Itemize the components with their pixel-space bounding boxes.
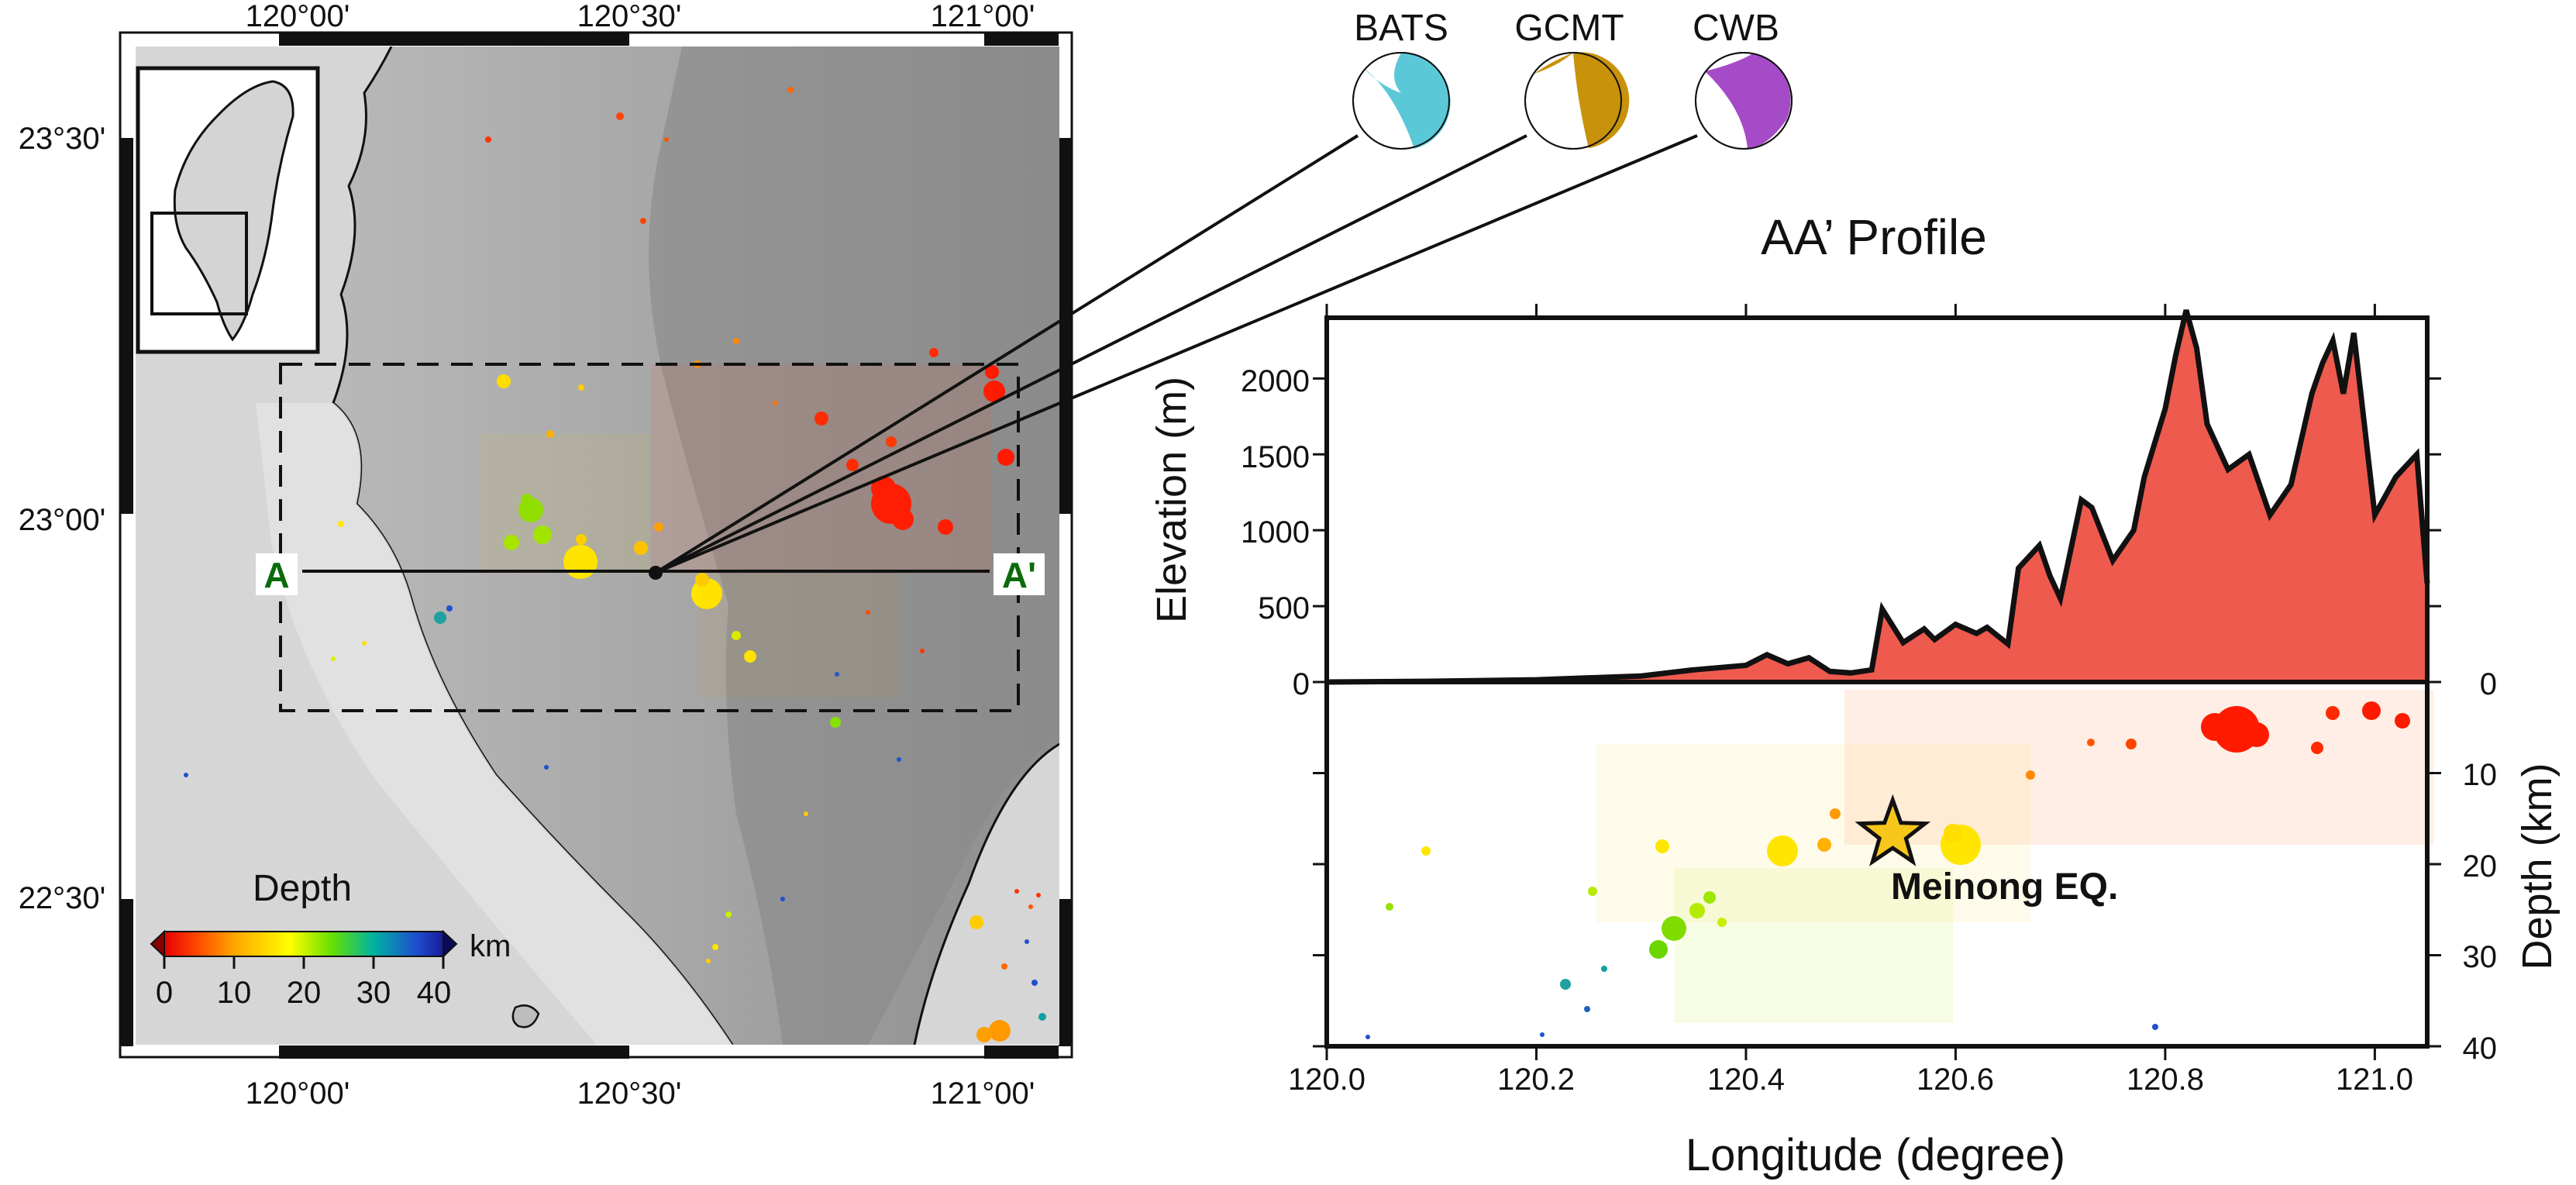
profile-end-label-bg — [994, 553, 1045, 595]
profile-x-tick-label: 120.4 — [1707, 1063, 1785, 1097]
map-top-tick-label: 120°30' — [577, 0, 682, 33]
focal-mechanisms: BATS GCMT CWB — [1352, 8, 1793, 150]
profile-start-label-bg — [256, 553, 298, 595]
taiwan-outline — [173, 80, 294, 342]
map-top-tick-label: 121°00' — [931, 0, 1035, 33]
elevation-tick-label: 0 — [1293, 667, 1310, 701]
elevation-line — [1326, 309, 2430, 685]
mountain-relief — [649, 47, 1059, 1045]
map-bottom-tick-label: 120°00' — [246, 1076, 350, 1111]
map-panel: A A' Depth km 0 10 20 30 40 120°00' — [19, 0, 1698, 1111]
focal-leader-lines — [654, 134, 1698, 574]
elevation-tick-label: 500 — [1258, 591, 1310, 625]
depth-legend-tick-label: 30 — [356, 976, 391, 1010]
map-top-tick-label: 120°00' — [246, 0, 350, 33]
mainshock-label: Meinong EQ. — [1891, 866, 2118, 908]
elevation-tick-label: 2000 — [1241, 364, 1310, 398]
profile-x-tick-label: 120.0 — [1288, 1063, 1365, 1097]
profile-x-tick-label: 121.0 — [2336, 1063, 2413, 1097]
profile-title: AA’ Profile — [1761, 209, 1987, 265]
depth-legend-tick-label: 20 — [287, 976, 322, 1010]
depth-legend-tick-label: 40 — [417, 976, 452, 1010]
profile-x-tick-label: 120.6 — [1917, 1063, 1994, 1097]
map-bottom-tick-label: 120°30' — [577, 1076, 682, 1111]
profile-start-label: A — [263, 555, 289, 595]
depth-legend-tick-label: 0 — [156, 976, 173, 1010]
map-left-tick-label: 23°00' — [19, 503, 106, 537]
focal-label-bats: BATS — [1354, 8, 1448, 49]
depth-colorbar — [164, 931, 444, 957]
bats-beachball — [1352, 52, 1451, 150]
mainshock-star — [1855, 794, 1931, 866]
depth-axis-title: Depth (km) — [2514, 763, 2561, 970]
profile-x-tick-label: 120.2 — [1497, 1063, 1575, 1097]
map-left-tick-label: 22°30' — [19, 881, 106, 915]
depth-tick-label: 30 — [2463, 940, 2498, 974]
gcmt-beachball — [1524, 52, 1630, 150]
profile-x-axis-title: Longitude (degree) — [1686, 1130, 2065, 1180]
depth-tick-label: 0 — [2480, 667, 2497, 701]
depth-tick-label: 10 — [2463, 758, 2498, 792]
depth-legend-over-triangle — [443, 929, 458, 959]
map-fancy-border — [120, 33, 1072, 1059]
elevation-axis-title: Elevation (m) — [1149, 377, 1195, 623]
profile-ticks — [1313, 304, 2441, 1060]
study-area-box — [279, 363, 1020, 712]
cross-section-seismicity — [1365, 690, 2433, 1039]
depth-legend: Depth km 0 10 20 30 40 — [150, 868, 511, 1010]
depth-legend-tick-label: 10 — [217, 976, 252, 1010]
depth-tick-label: 40 — [2463, 1032, 2498, 1066]
seismicity-dots — [184, 87, 1046, 1042]
depth-tick-label: 20 — [2463, 849, 2498, 884]
focal-label-gcmt: GCMT — [1514, 8, 1624, 49]
focal-label-cwb: CWB — [1693, 8, 1779, 49]
elevation-tick-label: 1000 — [1241, 515, 1310, 549]
inset-map — [136, 66, 320, 354]
depth-legend-ticks — [163, 956, 445, 969]
depth-legend-unit: km — [470, 929, 511, 963]
map-bottom-tick-label: 121°00' — [931, 1076, 1035, 1111]
elevation-area — [1327, 310, 2427, 682]
inset-study-area-box — [150, 212, 248, 315]
shallow-sea — [256, 403, 732, 1045]
island — [511, 1004, 540, 1028]
east-coastline — [913, 742, 1059, 1045]
profile-x-tick-label: 120.8 — [2127, 1063, 2204, 1097]
map-left-tick-label: 23°30' — [19, 122, 106, 156]
depth-legend-title: Depth — [253, 868, 352, 909]
cwb-beachball — [1695, 52, 1793, 150]
profile-panel: AA’ Profile — [1149, 209, 2561, 1180]
profile-end-label: A' — [1002, 555, 1036, 595]
elevation-tick-label: 1500 — [1241, 440, 1310, 474]
